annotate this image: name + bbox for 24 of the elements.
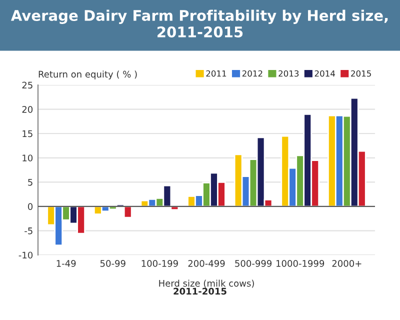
y-tick-label: -10 (18, 252, 33, 259)
legend-label: 2012 (242, 70, 262, 77)
y-axis-title: Return on equity ( % ) (38, 70, 137, 80)
legend-label: 2015 (351, 70, 371, 77)
y-tick-label: -5 (24, 228, 32, 234)
legend-label: 2011 (206, 70, 226, 77)
x-tick-label: 100-199 (142, 260, 178, 267)
legend-label: 2014 (314, 70, 335, 77)
y-tick-label: 5 (28, 178, 32, 186)
y-tick-label: 10 (22, 154, 33, 162)
x-axis-title: Herd size (milk cows) (159, 280, 254, 288)
y-tick-label: 0 (28, 203, 33, 210)
x-tick-label: 500-999 (235, 260, 272, 267)
x-tick-label: 2000+ (332, 260, 362, 267)
x-tick-label: 1000-1999 (276, 260, 324, 267)
x-tick-label: 200-499 (188, 260, 225, 267)
y-tick-label: 20 (22, 106, 33, 113)
legend-label: 2013 (278, 70, 299, 77)
text: 2011-2015 (174, 288, 226, 295)
y-tick-label: 15 (22, 130, 32, 138)
x-tick-label: 50-99 (100, 260, 126, 267)
x-tick-label: 1-49 (56, 260, 76, 267)
y-tick-label: 25 (22, 82, 32, 89)
chart-title: Average Dairy Farm Profitability by Herd size, 2011-2015 (10, 10, 388, 38)
